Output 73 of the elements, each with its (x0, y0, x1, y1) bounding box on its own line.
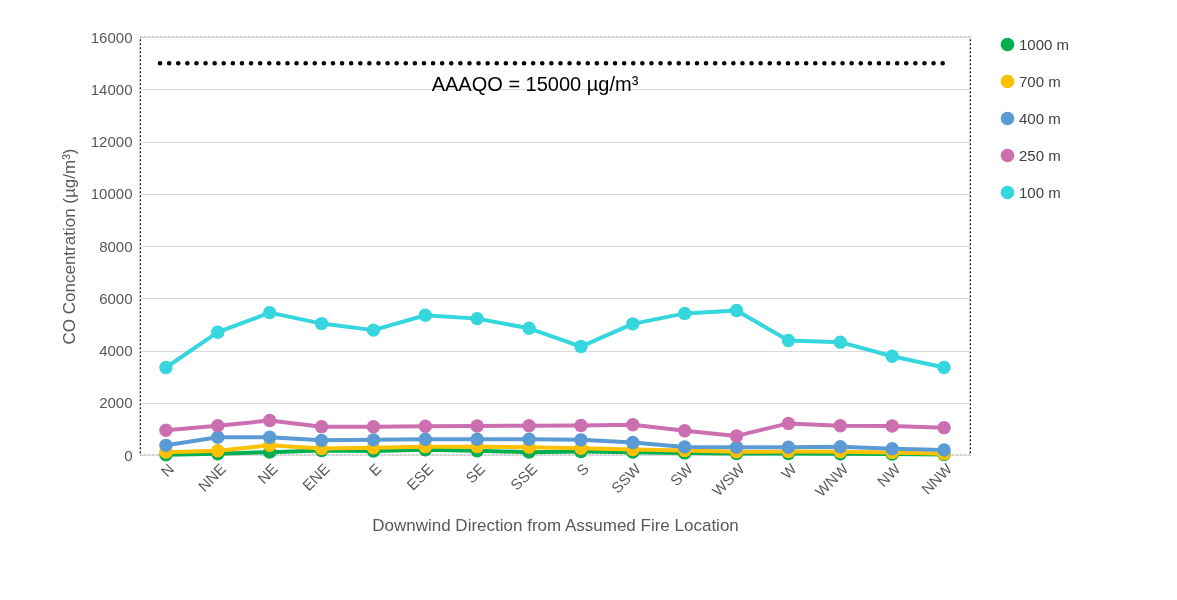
legend-label: 1000 m (1019, 35, 1070, 53)
y-tick-label: 2000 (99, 394, 133, 412)
point (159, 438, 173, 453)
point (574, 433, 588, 447)
y-tick-label: 12000 (90, 133, 133, 150)
y-tick-label: 10000 (90, 185, 133, 203)
point (418, 419, 433, 433)
point (677, 440, 692, 454)
point (522, 419, 536, 433)
y-tick-label: 8000 (99, 237, 133, 255)
point (729, 303, 744, 318)
ref-line-label: AAAQO = 15000 µg/m³ (431, 73, 639, 96)
y-tick-label: 4000 (99, 342, 133, 359)
y-tick-label: 14000 (90, 80, 133, 98)
point (470, 432, 484, 447)
point (522, 321, 536, 335)
y-tick-label: 16000 (90, 28, 133, 46)
x-axis-title: Downwind Direction from Assumed Fire Location (372, 515, 739, 535)
point (262, 413, 277, 428)
point (211, 419, 225, 433)
point (626, 418, 640, 432)
point (626, 317, 640, 331)
point (262, 305, 277, 320)
legend-label: 250 m (1019, 146, 1061, 164)
x-tick-label: SW (666, 459, 697, 490)
point (833, 439, 848, 454)
point (574, 418, 588, 433)
point (366, 323, 381, 337)
point (677, 424, 692, 438)
point (626, 435, 640, 450)
point (262, 430, 277, 444)
point (366, 420, 381, 434)
point (937, 360, 951, 375)
x-tick-label: NE (254, 460, 281, 487)
point (574, 339, 588, 354)
x-tick-label: N (157, 460, 178, 480)
point (885, 419, 899, 433)
point (470, 311, 484, 326)
point (937, 421, 951, 435)
point (781, 440, 796, 454)
point (211, 430, 225, 444)
x-tick-label: SE (462, 460, 489, 487)
x-tick-label: NW (873, 459, 904, 490)
point (418, 308, 433, 322)
x-tick-label: S (572, 460, 593, 480)
y-axis-title: CO Concentration (µg/m³) (59, 148, 79, 345)
point (885, 442, 899, 456)
point (729, 429, 744, 443)
y-tick-label: 6000 (99, 289, 133, 307)
point (937, 443, 951, 457)
point (470, 419, 484, 433)
point (418, 432, 433, 447)
x-tick-label: E (365, 460, 385, 480)
point (314, 316, 329, 331)
x-tick-label: W (777, 459, 801, 483)
point (314, 420, 329, 434)
point (159, 423, 173, 437)
point (781, 333, 796, 348)
point (781, 416, 796, 431)
point (729, 440, 744, 454)
legend-label: 100 m (1019, 183, 1061, 201)
point (366, 433, 381, 447)
point (314, 433, 329, 448)
legend-label: 700 m (1019, 72, 1061, 90)
y-tick-label: 0 (124, 446, 133, 464)
point (522, 432, 536, 447)
point (885, 349, 899, 363)
legend-label: 400 m (1019, 109, 1061, 127)
point (833, 419, 848, 433)
point (833, 335, 848, 349)
point (211, 325, 225, 339)
point (159, 360, 173, 375)
point (677, 306, 692, 321)
